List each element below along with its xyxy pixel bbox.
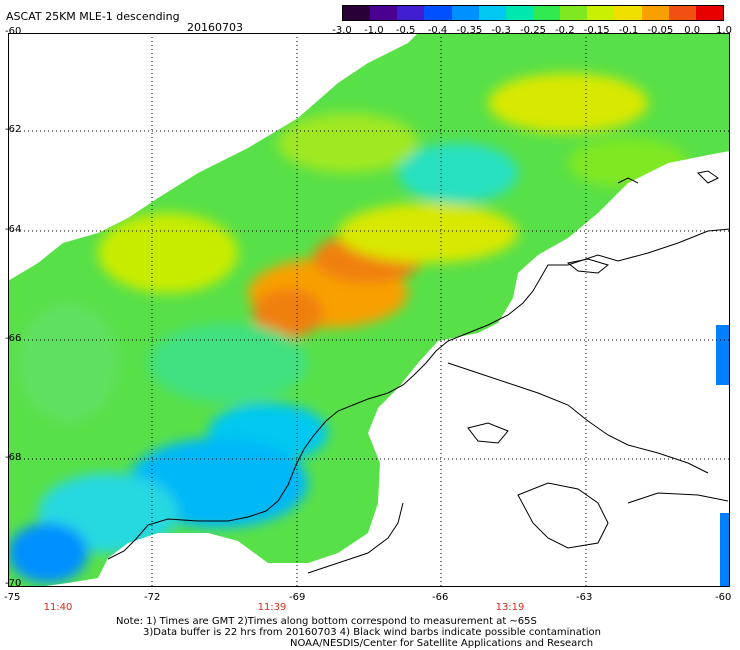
colorbar-labels: -3.0 -1.0 -0.5 -0.4 -0.35 -0.3 -0.25 -0.2 -0.15-… <box>332 25 732 39</box>
colorbar-label: -0.1 <box>618 25 639 36</box>
colorbar-label: -0.3 <box>491 25 511 36</box>
colorbar <box>342 5 724 21</box>
lat-label: -60 <box>5 26 22 37</box>
note-line-2: 3)Data buffer is 22 hrs from 20160703 4)… <box>143 627 601 638</box>
colorbar-label: -0.25 <box>520 25 546 36</box>
colorbar-label: -3.0 <box>332 25 352 36</box>
colorbar-segment <box>370 6 398 20</box>
colorbar-label: -1.0 <box>364 25 384 36</box>
date-title: 20160703 <box>187 21 243 34</box>
colorbar-segment <box>505 6 533 20</box>
colorbar-segment <box>560 6 588 20</box>
lon-label: -69 <box>289 592 306 603</box>
pass-time: 11:39 <box>257 602 287 613</box>
colorbar-segment <box>641 6 669 20</box>
lat-label: -62 <box>5 124 22 135</box>
note-line-3: NOAA/NESDIS/Center for Satellite Applica… <box>290 638 594 649</box>
coastline <box>107 170 730 574</box>
colorbar-label: -0.5 <box>395 25 416 36</box>
lat-label: -70 <box>5 578 22 589</box>
colorbar-segment <box>343 6 371 20</box>
lon-label: -63 <box>576 592 593 603</box>
lat-label: -68 <box>5 452 22 463</box>
colorbar-label: -0.05 <box>647 25 674 36</box>
lon-label: -66 <box>432 592 449 603</box>
colorbar-segment <box>397 6 425 20</box>
lon-label: -75 <box>4 592 21 603</box>
colorbar-segment <box>478 6 506 20</box>
colorbar-segment <box>451 6 479 20</box>
colorbar-label: -0.15 <box>583 25 610 36</box>
colorbar-label: -0.35 <box>456 25 483 36</box>
lon-label: -72 <box>144 592 161 603</box>
graticule <box>8 33 730 587</box>
colorbar-segment <box>695 6 723 20</box>
product-title: ASCAT 25KM MLE-1 descending <box>6 10 180 23</box>
pass-time: 11:40 <box>43 602 73 613</box>
lat-label: -64 <box>5 224 22 235</box>
colorbar-segment <box>587 6 615 20</box>
colorbar-label: 1.0 <box>716 25 732 36</box>
data-strip <box>720 513 730 587</box>
colorbar-segment <box>614 6 642 20</box>
wind-map <box>8 33 730 587</box>
colorbar-segment <box>424 6 452 20</box>
data-strip <box>716 325 730 385</box>
colorbar-segment <box>668 6 696 20</box>
pass-time: 13:19 <box>495 602 525 613</box>
lon-label: -60 <box>715 592 732 603</box>
colorbar-label: 0.0 <box>684 25 701 36</box>
map-frame <box>8 33 730 587</box>
note-line-1: Note: 1) Times are GMT 2)Times along bot… <box>116 616 537 627</box>
colorbar-label: -0.4 <box>427 25 448 36</box>
colorbar-label: -0.2 <box>555 25 575 36</box>
colorbar-segment <box>532 6 561 20</box>
lat-label: -66 <box>5 333 22 344</box>
